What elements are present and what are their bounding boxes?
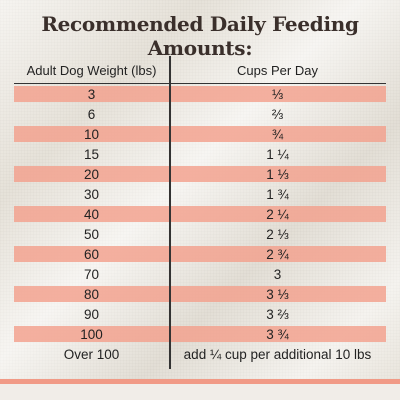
table-row: Over 100 add ¼ cup per additional 10 lbs bbox=[14, 344, 386, 364]
weight-cell: 30 bbox=[83, 186, 100, 202]
weight-cell: 90 bbox=[83, 306, 100, 322]
weight-cell: 15 bbox=[83, 146, 100, 162]
weight-cell: Over 100 bbox=[63, 346, 120, 362]
cups-cell: 2 ⅓ bbox=[266, 226, 289, 242]
cups-cell: 2 ¾ bbox=[266, 246, 289, 262]
cups-cell: 1 ⅓ bbox=[266, 166, 289, 182]
weight-cell: 40 bbox=[83, 206, 100, 222]
table-row: 40 2 ¼ bbox=[14, 204, 386, 224]
footer-base bbox=[0, 384, 400, 400]
weight-cell: 80 bbox=[83, 286, 100, 302]
table-row: 90 3 ⅔ bbox=[14, 304, 386, 324]
cups-cell: 1 ¾ bbox=[266, 186, 289, 202]
cups-cell: add ¼ cup per additional 10 lbs bbox=[183, 346, 372, 362]
table-header-row: Adult Dog Weight (lbs) Cups Per Day bbox=[14, 56, 386, 84]
weight-cell: 100 bbox=[80, 326, 103, 342]
header-cups: Cups Per Day bbox=[237, 62, 318, 78]
table-row: 30 1 ¾ bbox=[14, 184, 386, 204]
cups-cell: 3 ¾ bbox=[266, 326, 289, 342]
weight-cell: 20 bbox=[83, 166, 100, 182]
cups-cell: 2 ¼ bbox=[266, 206, 289, 222]
cups-cell: 3 ⅔ bbox=[266, 306, 289, 322]
page-title: Recommended Daily Feeding Amounts: bbox=[41, 12, 359, 60]
cups-cell: ⅓ bbox=[271, 86, 284, 102]
weight-cell: 10 bbox=[83, 126, 100, 142]
header-weight: Adult Dog Weight (lbs) bbox=[26, 62, 157, 78]
cups-cell: 3 ⅓ bbox=[266, 286, 289, 302]
table-row: 70 3 bbox=[14, 264, 386, 284]
table-row: 60 2 ¾ bbox=[14, 244, 386, 264]
table-row: 80 3 ⅓ bbox=[14, 284, 386, 304]
table-row: 10 ¾ bbox=[14, 124, 386, 144]
table-row: 20 1 ⅓ bbox=[14, 164, 386, 184]
weight-cell: 70 bbox=[83, 266, 100, 282]
cups-cell: ⅔ bbox=[271, 106, 284, 122]
footer-accent-bar bbox=[0, 379, 400, 384]
weight-cell: 6 bbox=[87, 106, 96, 122]
column-divider bbox=[169, 56, 171, 369]
table-row: 15 1 ¼ bbox=[14, 144, 386, 164]
table-row: 50 2 ⅓ bbox=[14, 224, 386, 244]
weight-cell: 60 bbox=[83, 246, 100, 262]
cups-cell: 1 ¼ bbox=[266, 146, 289, 162]
cups-cell: 3 bbox=[273, 266, 282, 282]
weight-cell: 50 bbox=[83, 226, 100, 242]
cups-cell: ¾ bbox=[271, 126, 284, 142]
weight-cell: 3 bbox=[87, 86, 96, 102]
table-row: 100 3 ¾ bbox=[14, 324, 386, 344]
